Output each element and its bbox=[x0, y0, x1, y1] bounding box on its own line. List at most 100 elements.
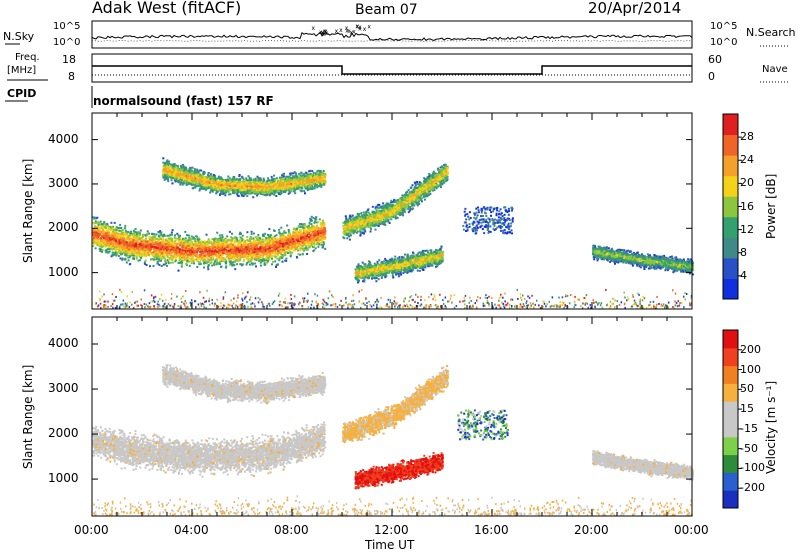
power-echo bbox=[187, 183, 189, 185]
power-echo bbox=[105, 244, 107, 246]
power-echo bbox=[162, 239, 164, 241]
power-echo bbox=[252, 254, 254, 256]
power-echo bbox=[110, 233, 112, 235]
power-echo bbox=[306, 235, 308, 237]
power-echo bbox=[213, 242, 215, 244]
power-echo bbox=[122, 249, 124, 251]
power-echo bbox=[271, 263, 273, 265]
power-echo bbox=[277, 263, 279, 265]
power-echo bbox=[136, 232, 138, 234]
power-echo bbox=[119, 224, 121, 226]
power-echo bbox=[122, 247, 124, 249]
power-echo bbox=[142, 252, 144, 254]
power-echo bbox=[267, 260, 269, 262]
power-echo bbox=[243, 243, 245, 245]
power-echo bbox=[195, 250, 197, 252]
power-echo bbox=[196, 255, 198, 257]
power-echo bbox=[108, 227, 110, 229]
power-echo bbox=[178, 270, 180, 272]
power-echo bbox=[313, 227, 315, 229]
power-echo bbox=[174, 248, 176, 250]
power-echo bbox=[308, 236, 310, 238]
power-echo bbox=[157, 247, 159, 249]
power-echo bbox=[223, 246, 225, 248]
power-echo bbox=[151, 233, 153, 235]
power-echo bbox=[128, 247, 130, 249]
power-echo bbox=[317, 221, 319, 223]
power-echo bbox=[211, 243, 213, 245]
power-echo bbox=[204, 255, 206, 257]
power-echo bbox=[179, 238, 181, 240]
power-echo bbox=[285, 246, 287, 248]
power-echo bbox=[128, 249, 130, 251]
power-echo bbox=[136, 258, 138, 260]
power-echo bbox=[281, 236, 283, 238]
power-echo bbox=[278, 229, 280, 231]
power-echo bbox=[240, 251, 242, 253]
power-echo bbox=[113, 229, 115, 231]
power-echo bbox=[114, 246, 116, 248]
power-echo bbox=[320, 227, 322, 229]
power-echo bbox=[191, 236, 193, 238]
power-echo bbox=[238, 255, 240, 257]
power-echo bbox=[238, 242, 240, 244]
power-echo bbox=[101, 235, 103, 237]
power-echo bbox=[124, 247, 126, 249]
power-echo bbox=[276, 238, 278, 240]
power-echo bbox=[254, 248, 256, 250]
power-echo bbox=[309, 229, 311, 231]
power-echo bbox=[246, 236, 248, 238]
power-echo bbox=[219, 263, 221, 265]
power-echo bbox=[145, 253, 147, 255]
power-echo bbox=[246, 264, 248, 266]
power-echo bbox=[249, 244, 251, 246]
power-echo bbox=[145, 238, 147, 240]
nsky-marker: x bbox=[345, 25, 349, 32]
power-echo bbox=[252, 243, 254, 245]
power-echo bbox=[197, 249, 199, 251]
power-echo bbox=[139, 232, 141, 234]
power-echo bbox=[278, 231, 280, 233]
power-echo bbox=[197, 260, 199, 262]
power-echo bbox=[98, 238, 100, 240]
power-echo bbox=[145, 260, 147, 262]
power-echo bbox=[94, 240, 96, 242]
power-echo bbox=[136, 250, 138, 252]
power-echo bbox=[317, 227, 319, 229]
power-echo bbox=[199, 261, 201, 263]
power-echo bbox=[191, 257, 193, 259]
power-echo bbox=[321, 236, 323, 238]
power-echo bbox=[313, 242, 315, 244]
power-echo bbox=[303, 227, 305, 229]
power-echo bbox=[289, 251, 291, 253]
power-echo bbox=[101, 226, 103, 228]
power-echo bbox=[245, 177, 247, 179]
power-echo bbox=[207, 268, 209, 270]
power-echo bbox=[142, 243, 144, 245]
power-echo bbox=[255, 244, 257, 246]
power-echo bbox=[145, 234, 147, 236]
power-echo bbox=[124, 241, 126, 243]
power-echo bbox=[246, 254, 248, 256]
power-echo bbox=[231, 233, 233, 235]
power-echo bbox=[128, 259, 130, 261]
power-echo bbox=[295, 235, 297, 237]
power-echo bbox=[322, 240, 324, 242]
power-echo bbox=[288, 229, 290, 231]
power-echo bbox=[100, 221, 102, 223]
power-echo bbox=[118, 255, 120, 257]
power-echo bbox=[158, 259, 160, 261]
power-echo bbox=[222, 240, 224, 242]
power-echo bbox=[122, 241, 124, 243]
power-echo bbox=[234, 257, 236, 259]
power-echo bbox=[296, 228, 298, 230]
power-echo bbox=[239, 249, 241, 251]
power-echo bbox=[223, 251, 225, 253]
power-echo bbox=[171, 232, 173, 234]
power-echo bbox=[179, 244, 181, 246]
power-echo bbox=[165, 262, 167, 264]
power-echo bbox=[141, 241, 143, 243]
power-echo bbox=[170, 255, 172, 257]
power-echo bbox=[119, 227, 121, 229]
power-echo bbox=[279, 240, 281, 242]
